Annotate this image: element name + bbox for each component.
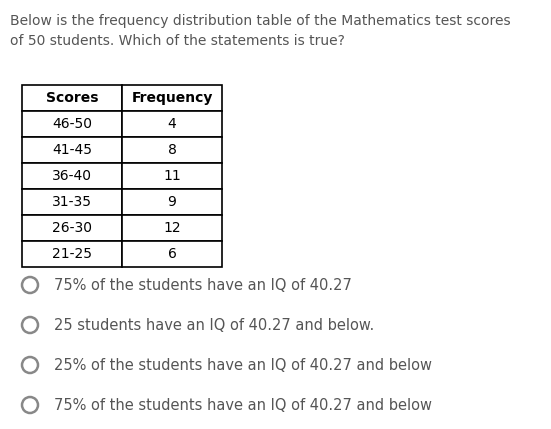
Text: 12: 12 — [163, 221, 181, 235]
Bar — [122, 163, 222, 189]
Text: 25 students have an IQ of 40.27 and below.: 25 students have an IQ of 40.27 and belo… — [54, 317, 374, 332]
Bar — [22, 241, 122, 267]
Text: 36-40: 36-40 — [52, 169, 92, 183]
Text: 8: 8 — [168, 143, 176, 157]
Bar — [22, 215, 122, 241]
Text: Below is the frequency distribution table of the Mathematics test scores: Below is the frequency distribution tabl… — [10, 14, 511, 28]
Text: 75% of the students have an IQ of 40.27 and below: 75% of the students have an IQ of 40.27 … — [54, 398, 432, 413]
Bar — [122, 189, 222, 215]
Text: 9: 9 — [168, 195, 176, 209]
Bar — [122, 111, 222, 137]
Text: 46-50: 46-50 — [52, 117, 92, 131]
Bar — [22, 163, 122, 189]
Bar — [22, 85, 122, 111]
Text: 4: 4 — [168, 117, 176, 131]
Text: 75% of the students have an IQ of 40.27: 75% of the students have an IQ of 40.27 — [54, 278, 352, 293]
Text: of 50 students. Which of the statements is true?: of 50 students. Which of the statements … — [10, 34, 345, 48]
Text: 21-25: 21-25 — [52, 247, 92, 261]
Bar — [22, 189, 122, 215]
Bar — [22, 137, 122, 163]
Bar — [22, 111, 122, 137]
Text: Scores: Scores — [46, 91, 98, 105]
Bar — [122, 241, 222, 267]
Text: 31-35: 31-35 — [52, 195, 92, 209]
Bar — [122, 85, 222, 111]
Text: 26-30: 26-30 — [52, 221, 92, 235]
Text: 41-45: 41-45 — [52, 143, 92, 157]
Text: 11: 11 — [163, 169, 181, 183]
Text: Frequency: Frequency — [131, 91, 213, 105]
Text: 25% of the students have an IQ of 40.27 and below: 25% of the students have an IQ of 40.27 … — [54, 357, 432, 372]
Text: 6: 6 — [168, 247, 176, 261]
Bar — [122, 137, 222, 163]
Bar — [122, 215, 222, 241]
